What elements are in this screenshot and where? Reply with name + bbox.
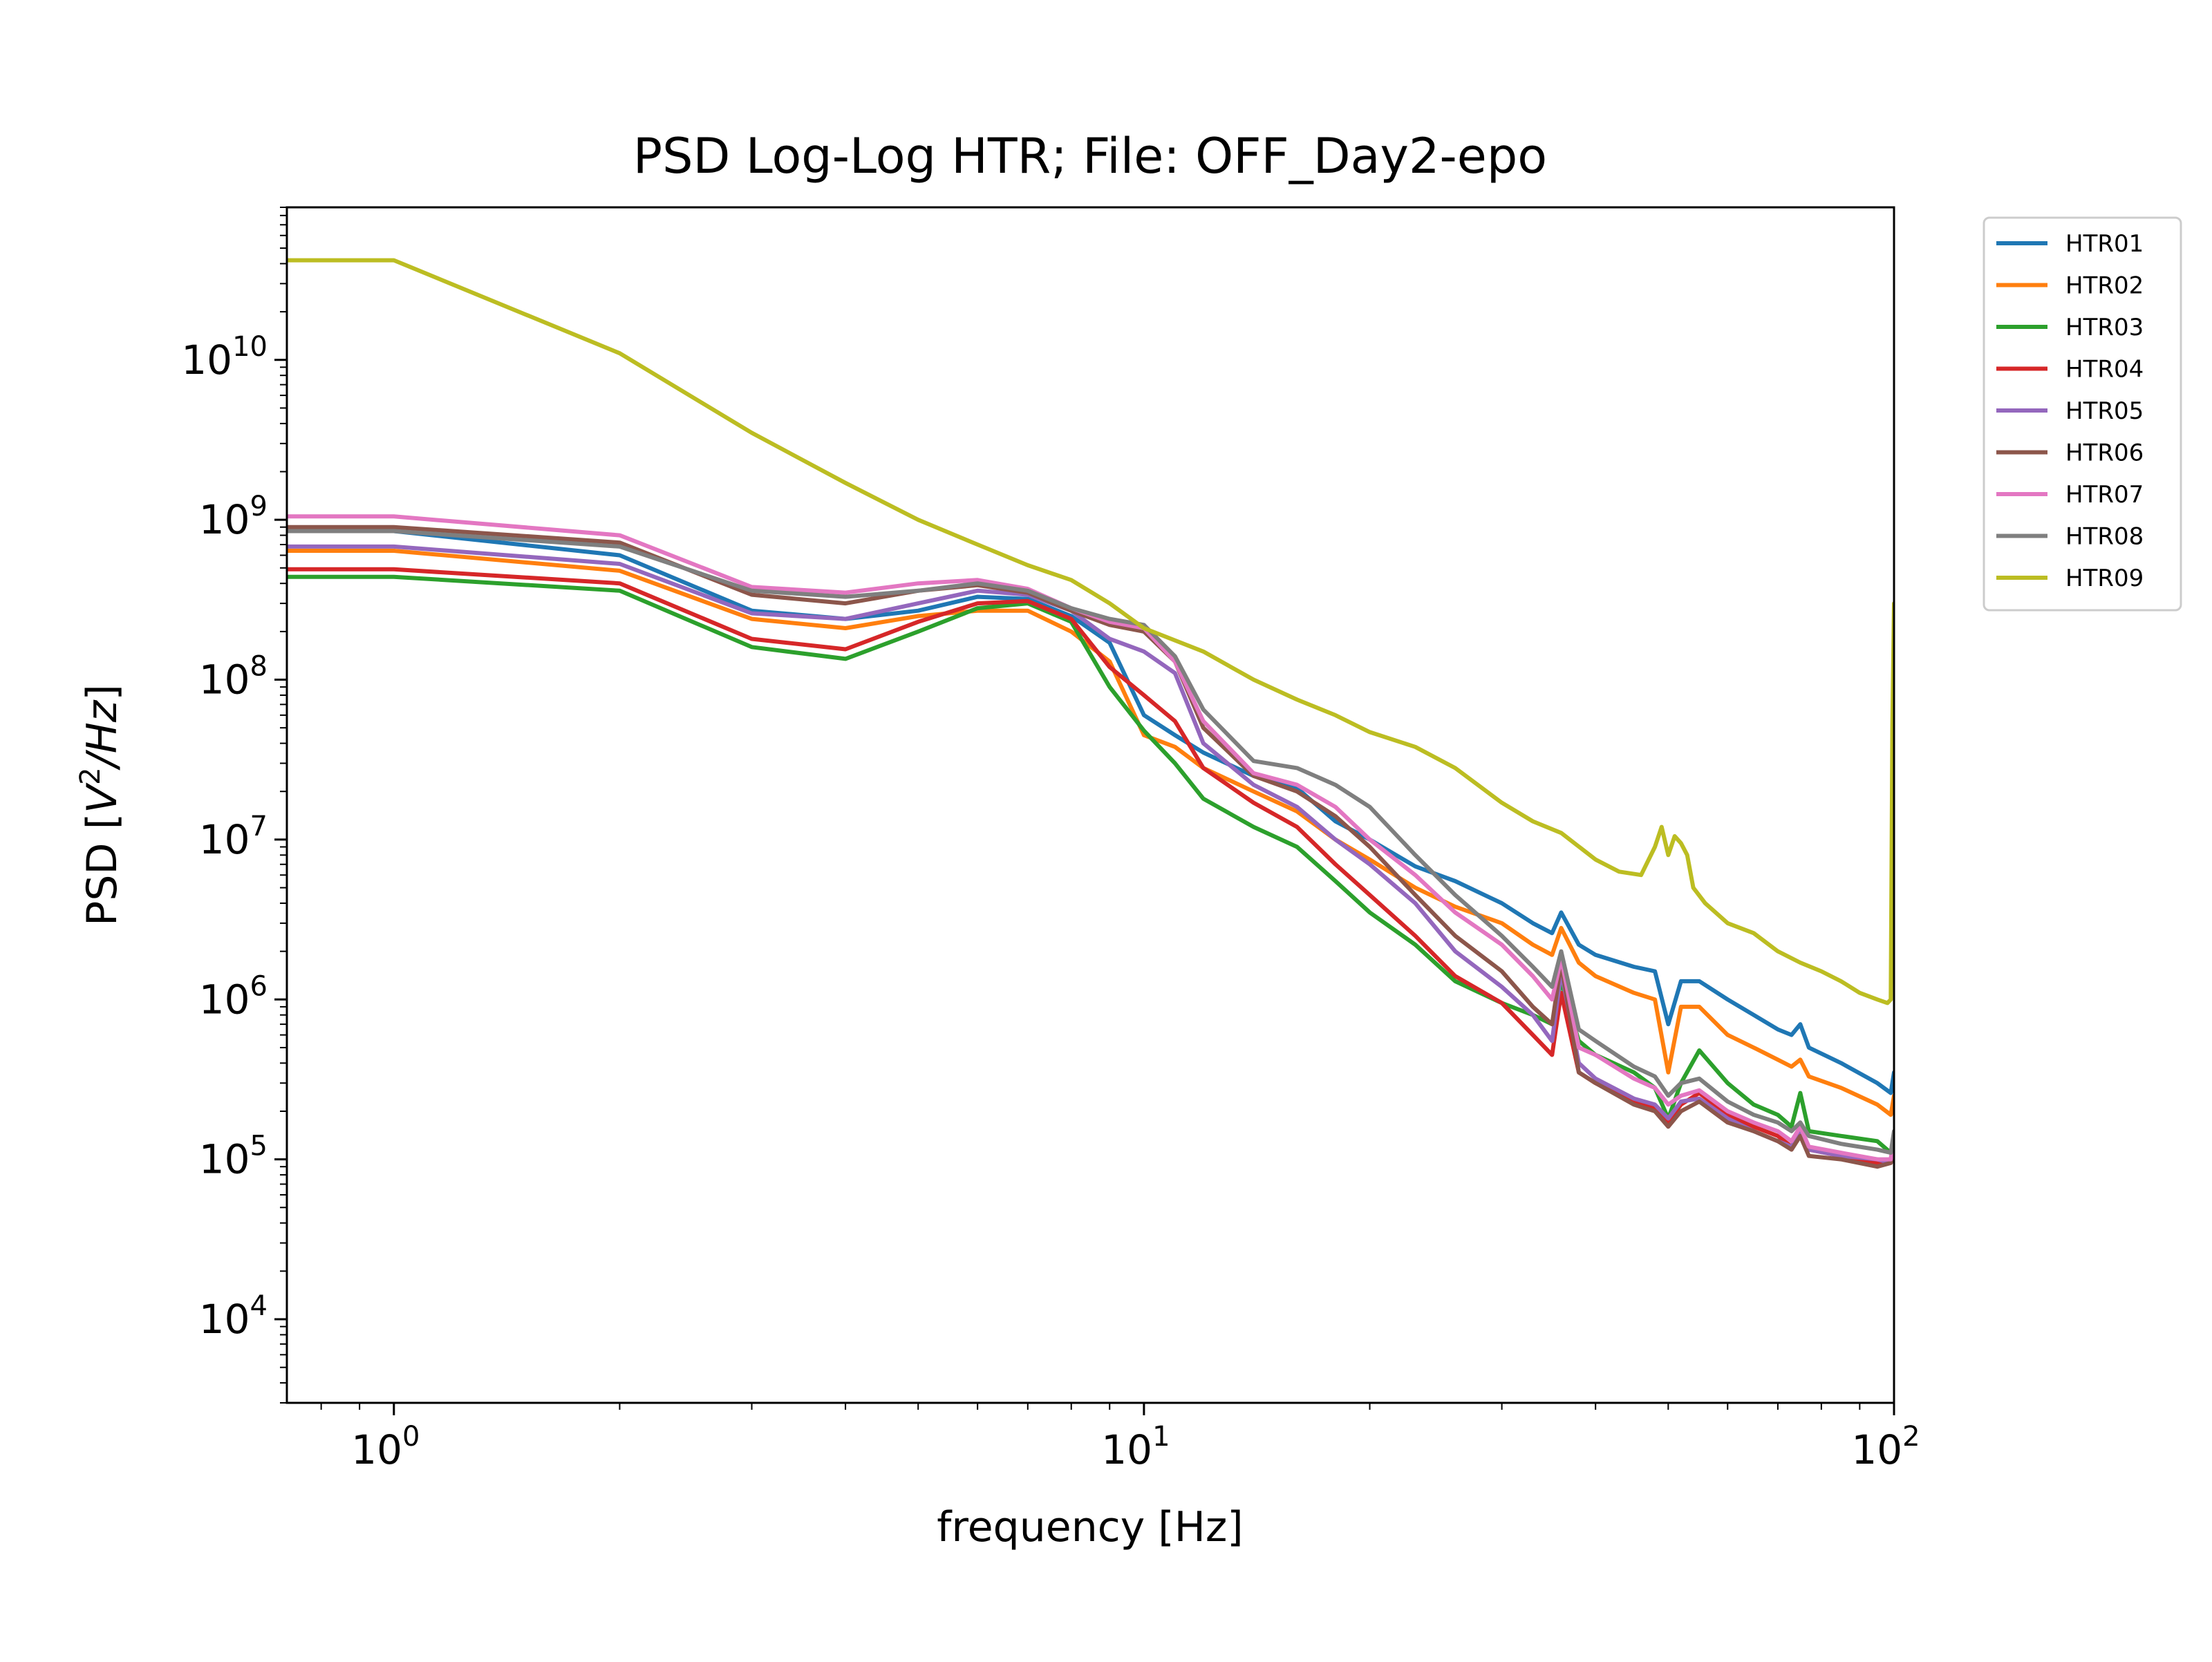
legend-frame	[1983, 216, 2182, 612]
legend-label: HTR05	[2065, 397, 2144, 425]
y-tick-label: 107	[199, 811, 268, 863]
legend-label: HTR02	[2065, 272, 2144, 300]
legend-label: HTR06	[2065, 440, 2144, 467]
series-line-htr08	[287, 529, 1894, 1155]
x-tick-label: 101	[1101, 1421, 1170, 1473]
legend: HTR01 HTR02 HTR03 HTR04 HTR05 HTR06 HTR07 HTR08…	[1983, 216, 2182, 612]
y-tick-label: 106	[199, 970, 268, 1023]
y-axis-label-prefix: PSD [	[78, 813, 126, 926]
series-line-htr03	[287, 574, 1894, 1155]
chart-title: PSD Log-Log HTR; File: OFF_Day2-epo	[633, 128, 1547, 185]
y-tick-label: 105	[199, 1131, 268, 1183]
x-tick-label: 100	[351, 1421, 420, 1473]
series-line-htr02	[287, 549, 1894, 1117]
series-layer	[287, 258, 1894, 1169]
series-line-htr01	[287, 529, 1894, 1095]
legend-label: HTR08	[2065, 523, 2144, 551]
legend-label: HTR03	[2065, 314, 2144, 341]
y-axis-label-suffix: ]	[78, 684, 126, 700]
series-line-htr04	[287, 567, 1894, 1165]
legend-label: HTR09	[2065, 565, 2144, 592]
series-line-htr09	[287, 258, 1894, 1005]
y-tick-label: 1010	[181, 331, 268, 384]
x-axis-label: frequency [Hz]	[937, 1503, 1243, 1551]
plot-frame	[285, 206, 1895, 1404]
legend-label: HTR01	[2065, 230, 2144, 258]
y-axis-label-rest: /Hz	[78, 699, 126, 771]
y-axis-label-var: V	[78, 782, 126, 813]
y-tick-label: 109	[199, 491, 268, 543]
legend-label: HTR04	[2065, 356, 2144, 384]
y-tick-label: 108	[199, 651, 268, 703]
y-axis-label-sup: 2	[75, 767, 106, 784]
legend-label: HTR07	[2065, 481, 2144, 509]
ticks-layer: 100 101 102 104 105 106 107 108 109 1010	[181, 207, 1920, 1473]
series-line-htr07	[287, 514, 1894, 1162]
x-tick-label: 102	[1851, 1421, 1920, 1473]
y-axis-label: PSD [V2/Hz]	[75, 684, 126, 926]
y-tick-label: 104	[199, 1290, 268, 1343]
